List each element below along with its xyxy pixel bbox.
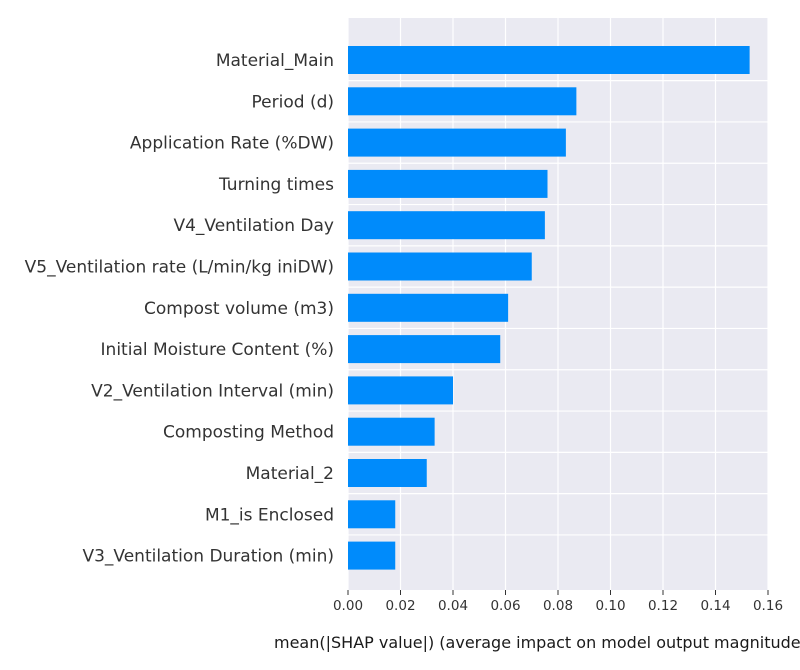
feature-label: Material_2 bbox=[246, 464, 334, 484]
bar bbox=[348, 252, 532, 281]
feature-label: Initial Moisture Content (%) bbox=[101, 340, 334, 360]
feature-label: Period (d) bbox=[252, 92, 334, 112]
bar bbox=[348, 46, 750, 74]
x-tick-label: 0.00 bbox=[333, 598, 363, 614]
bar bbox=[348, 335, 501, 364]
feature-label: V4_Ventilation Day bbox=[173, 216, 334, 236]
feature-label: V5_Ventilation rate (L/min/kg iniDW) bbox=[25, 258, 334, 278]
x-tick-label: 0.08 bbox=[543, 598, 573, 614]
x-tick-label: 0.04 bbox=[438, 598, 468, 614]
bar bbox=[348, 293, 509, 322]
feature-label: Turning times bbox=[218, 175, 334, 195]
x-axis-ticks: 0.00 0.02 0.04 0.06 0.08 0.10 0.12 0.14 0.16 bbox=[333, 590, 783, 614]
x-tick-label: 0.12 bbox=[648, 598, 678, 614]
bar bbox=[348, 417, 435, 446]
bar bbox=[348, 541, 396, 570]
feature-label: M1_is Enclosed bbox=[205, 505, 334, 525]
feature-label: Material_Main bbox=[216, 51, 334, 71]
bar bbox=[348, 500, 396, 529]
x-tick-label: 0.16 bbox=[753, 598, 783, 614]
bar bbox=[348, 376, 453, 405]
bar bbox=[348, 87, 577, 116]
feature-label: V3_Ventilation Duration (min) bbox=[82, 547, 334, 567]
x-tick-label: 0.06 bbox=[490, 598, 520, 614]
feature-label: Compost volume (m3) bbox=[144, 299, 334, 319]
feature-label: Composting Method bbox=[163, 423, 334, 443]
feature-label: V2_Ventilation Interval (min) bbox=[91, 381, 334, 401]
x-tick-label: 0.14 bbox=[700, 598, 730, 614]
bar bbox=[348, 211, 545, 240]
bar bbox=[348, 169, 548, 198]
bar bbox=[348, 459, 427, 487]
x-tick-label: 0.02 bbox=[385, 598, 415, 614]
bar bbox=[348, 128, 566, 157]
feature-labels: Material_Main Period (d) Application Rate … bbox=[25, 51, 334, 567]
feature-label: Application Rate (%DW) bbox=[130, 134, 334, 154]
x-axis-title: mean(|SHAP value|) (average impact on mo… bbox=[274, 633, 800, 652]
bars bbox=[348, 46, 750, 570]
x-tick-label: 0.10 bbox=[595, 598, 625, 614]
